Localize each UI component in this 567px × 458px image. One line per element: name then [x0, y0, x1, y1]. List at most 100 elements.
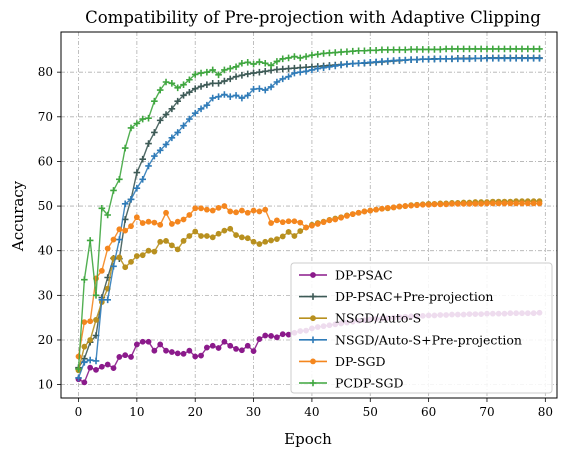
data-point — [174, 350, 181, 357]
data-point — [425, 55, 432, 63]
data-point — [436, 46, 444, 53]
data-point — [285, 65, 292, 72]
data-point — [285, 218, 292, 225]
data-point — [116, 226, 123, 233]
legend-entry: PCDP-SGD — [299, 376, 404, 391]
x-tick-label: 70 — [479, 405, 494, 419]
data-point — [127, 124, 135, 132]
data-point — [98, 205, 106, 212]
legend-entry: DP-PSAC+Pre-projection — [299, 289, 493, 304]
chart-title: Compatibility of Pre-projection with Ada… — [85, 8, 541, 27]
data-point — [226, 75, 234, 83]
data-point — [145, 140, 152, 147]
data-point — [489, 55, 497, 62]
data-point — [308, 66, 316, 74]
data-point — [133, 341, 140, 348]
data-point — [431, 46, 438, 53]
data-point — [151, 248, 158, 255]
data-point — [203, 344, 210, 351]
data-point — [390, 57, 397, 64]
data-point — [221, 66, 228, 74]
data-point — [407, 46, 415, 53]
data-point — [273, 78, 281, 86]
data-point — [466, 200, 473, 207]
legend-label: PCDP-SGD — [335, 376, 404, 391]
data-point — [256, 208, 263, 215]
data-point — [192, 353, 199, 360]
data-point — [285, 229, 292, 235]
data-point — [454, 200, 461, 207]
data-point — [191, 109, 199, 117]
data-point — [519, 200, 525, 207]
data-point — [180, 237, 187, 244]
data-point — [407, 56, 415, 63]
data-point — [98, 363, 105, 370]
data-point — [75, 365, 82, 373]
data-point — [401, 56, 409, 64]
data-point — [244, 59, 252, 66]
data-point — [156, 146, 164, 154]
data-point — [466, 45, 473, 53]
data-point — [186, 212, 193, 218]
data-point — [186, 233, 193, 239]
data-point — [425, 46, 432, 53]
legend-swatch-marker — [309, 379, 317, 387]
legend-entry: DP-PSAC — [299, 268, 393, 283]
data-point — [244, 209, 251, 216]
data-point — [238, 207, 245, 214]
data-point — [495, 55, 502, 62]
data-point — [87, 337, 94, 343]
data-point — [104, 361, 111, 368]
data-point — [197, 105, 205, 113]
data-point — [209, 66, 217, 74]
data-point — [238, 94, 246, 102]
x-tick-label: 0 — [75, 405, 83, 419]
data-point — [454, 55, 462, 63]
y-tick-label: 30 — [38, 288, 53, 302]
data-point — [139, 252, 146, 259]
legend-swatch-marker — [310, 315, 316, 322]
data-point — [98, 267, 105, 274]
data-point — [157, 221, 164, 228]
data-point — [378, 46, 386, 54]
data-point — [174, 129, 182, 136]
x-tick-label: 60 — [421, 405, 436, 419]
data-point — [104, 296, 111, 304]
data-point — [238, 234, 245, 241]
data-point — [337, 61, 345, 69]
data-point — [227, 225, 234, 232]
data-point — [279, 55, 287, 63]
data-point — [285, 73, 292, 80]
data-point — [81, 379, 88, 386]
data-point — [308, 51, 316, 59]
data-point — [361, 59, 368, 67]
data-point — [168, 349, 175, 355]
data-point — [274, 236, 280, 243]
data-point — [250, 69, 257, 77]
data-point — [215, 71, 222, 79]
data-point — [215, 93, 222, 101]
data-point — [233, 346, 239, 352]
data-point — [197, 83, 205, 90]
data-point — [192, 228, 199, 235]
data-point — [268, 237, 274, 244]
data-point — [209, 234, 216, 241]
data-point — [221, 227, 228, 234]
data-point — [226, 93, 234, 101]
data-point — [524, 55, 532, 62]
data-point — [279, 331, 286, 338]
data-point — [163, 347, 169, 354]
series-dp-sgd — [75, 200, 543, 360]
data-point — [127, 196, 135, 203]
data-point — [495, 45, 502, 53]
data-point — [238, 71, 246, 79]
data-point — [332, 216, 339, 223]
data-point — [215, 204, 222, 211]
data-point — [337, 48, 345, 56]
data-point — [151, 129, 158, 136]
data-point — [349, 47, 357, 55]
y-tick-label: 40 — [38, 244, 53, 258]
data-point — [93, 366, 99, 373]
